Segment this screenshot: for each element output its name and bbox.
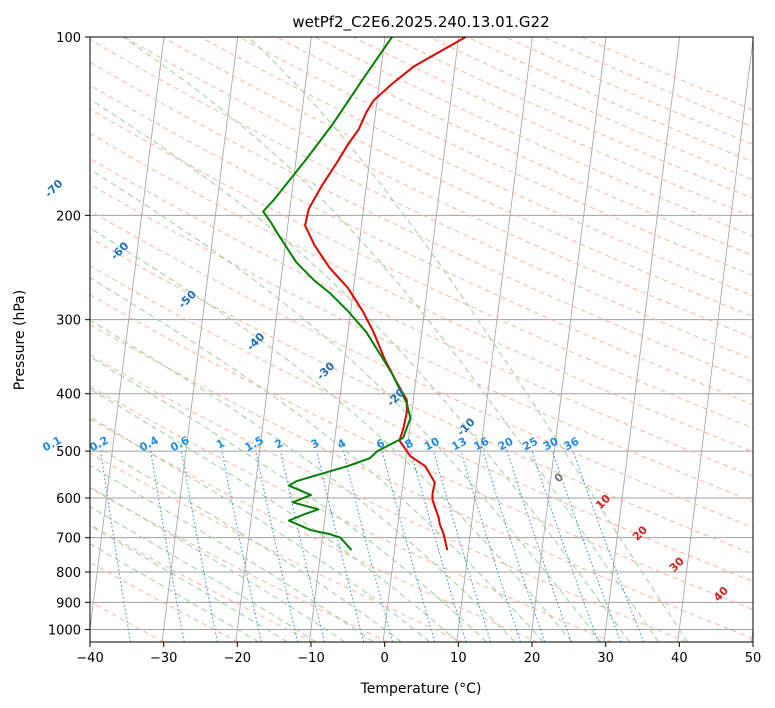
y-tick-label: 700 xyxy=(56,532,81,547)
mixing-ratio-label: 13 xyxy=(449,435,469,454)
isotherm-line xyxy=(382,37,460,642)
mixing-ratio-line xyxy=(531,450,599,642)
y-tick-label: 200 xyxy=(56,209,81,224)
dry-adiabat xyxy=(90,561,239,642)
chart-title: wetPf2_C2E6.2025.240.13.01.G22 xyxy=(292,13,549,32)
dry-adiabat xyxy=(90,158,753,477)
mixing-ratio-line xyxy=(572,450,645,642)
dry-adiabat xyxy=(90,354,687,642)
y-tick-label: 500 xyxy=(56,445,81,460)
mixing-ratio-line xyxy=(482,450,546,642)
x-tick-label: 10 xyxy=(450,651,467,666)
dry-adiabat xyxy=(90,108,753,429)
mixing-ratio-label: 16 xyxy=(472,435,492,454)
mixing-ratio-line xyxy=(460,450,521,642)
plot-background xyxy=(90,37,753,642)
dry-adiabat xyxy=(90,323,753,640)
isotherm-line xyxy=(309,37,386,642)
y-tick-label: 1000 xyxy=(48,623,81,638)
dry-adiabat xyxy=(90,210,753,529)
isotherm-line xyxy=(751,626,753,642)
y-tick-label: 300 xyxy=(56,314,81,329)
dry-adiabat xyxy=(90,61,753,383)
dry-adiabat xyxy=(90,237,753,555)
x-tick-label: −20 xyxy=(224,651,251,666)
isotherm-annotation: -70 xyxy=(42,177,65,200)
mixing-ratio-line xyxy=(342,450,394,642)
mixing-ratio-label: 10 xyxy=(422,435,442,454)
moist-adiabat xyxy=(90,388,459,642)
moist-adiabat xyxy=(90,465,374,642)
y-tick-label: 400 xyxy=(56,388,81,403)
mixing-ratio-line xyxy=(221,451,262,642)
moist-adiabat xyxy=(90,98,630,642)
y-tick-label: 100 xyxy=(56,31,81,46)
mixing-ratio-line xyxy=(410,450,467,642)
dewpoint-profile-line xyxy=(262,37,412,551)
moist-adiabat xyxy=(90,525,288,642)
mixing-ratio-line xyxy=(255,450,299,642)
mixing-ratio-line xyxy=(316,450,365,642)
temperature-profile-line xyxy=(304,37,467,551)
dry-adiabat xyxy=(90,523,314,642)
mixing-ratio-label: 20 xyxy=(496,435,516,454)
dry-adiabat xyxy=(90,418,538,642)
x-tick-label: −10 xyxy=(297,651,324,666)
isotherm-line xyxy=(530,37,607,642)
x-tick-label: 40 xyxy=(671,651,688,666)
x-tick-label: 30 xyxy=(597,651,614,666)
dry-adiabat xyxy=(123,37,753,339)
mixing-ratio-line xyxy=(381,450,436,642)
mixing-ratio-label: 36 xyxy=(562,435,582,454)
y-tick-label: 600 xyxy=(56,492,81,507)
isotherm-line xyxy=(235,37,312,642)
y-tick-label: 800 xyxy=(56,566,81,581)
x-tick-label: −30 xyxy=(150,651,177,666)
moist-adiabat xyxy=(248,37,689,642)
moist-adiabat xyxy=(90,416,431,642)
dry-adiabat xyxy=(90,386,613,642)
mixing-ratio-label: 30 xyxy=(541,435,561,454)
isotherm-line xyxy=(603,37,681,642)
isotherm-line xyxy=(456,37,533,642)
x-tick-label: 50 xyxy=(745,651,762,666)
moist-adiabat xyxy=(90,543,259,642)
y-axis-label: Pressure (hPa) xyxy=(12,290,28,390)
isotherm-line xyxy=(90,37,165,633)
plot-frame xyxy=(89,36,754,643)
dry-adiabat xyxy=(90,183,753,503)
isotherm-line xyxy=(677,37,753,642)
x-tick-label: 20 xyxy=(524,651,541,666)
mixing-ratio-line xyxy=(181,451,218,642)
mixing-ratio-line xyxy=(280,450,325,642)
dry-adiabat xyxy=(162,37,753,318)
dry-adiabat xyxy=(90,452,463,642)
moist-adiabat xyxy=(90,442,402,642)
mixing-ratio-label: 25 xyxy=(520,435,540,454)
x-axis-label: Temperature (°C) xyxy=(360,681,482,697)
y-tick-label: 900 xyxy=(56,596,81,611)
mixing-ratio-line xyxy=(433,450,492,642)
mixing-ratio-line xyxy=(506,450,572,642)
moist-adiabat xyxy=(90,356,487,642)
x-tick-label: −40 xyxy=(76,651,103,666)
moist-adiabat xyxy=(122,37,659,642)
dry-adiabat xyxy=(90,265,753,582)
mixing-ratio-line xyxy=(551,450,622,642)
moist-adiabat xyxy=(90,168,602,642)
x-tick-label: 0 xyxy=(381,651,389,666)
moist-adiabat xyxy=(90,319,516,642)
moist-adiabat xyxy=(90,227,573,642)
mixing-ratio-line xyxy=(100,451,131,642)
